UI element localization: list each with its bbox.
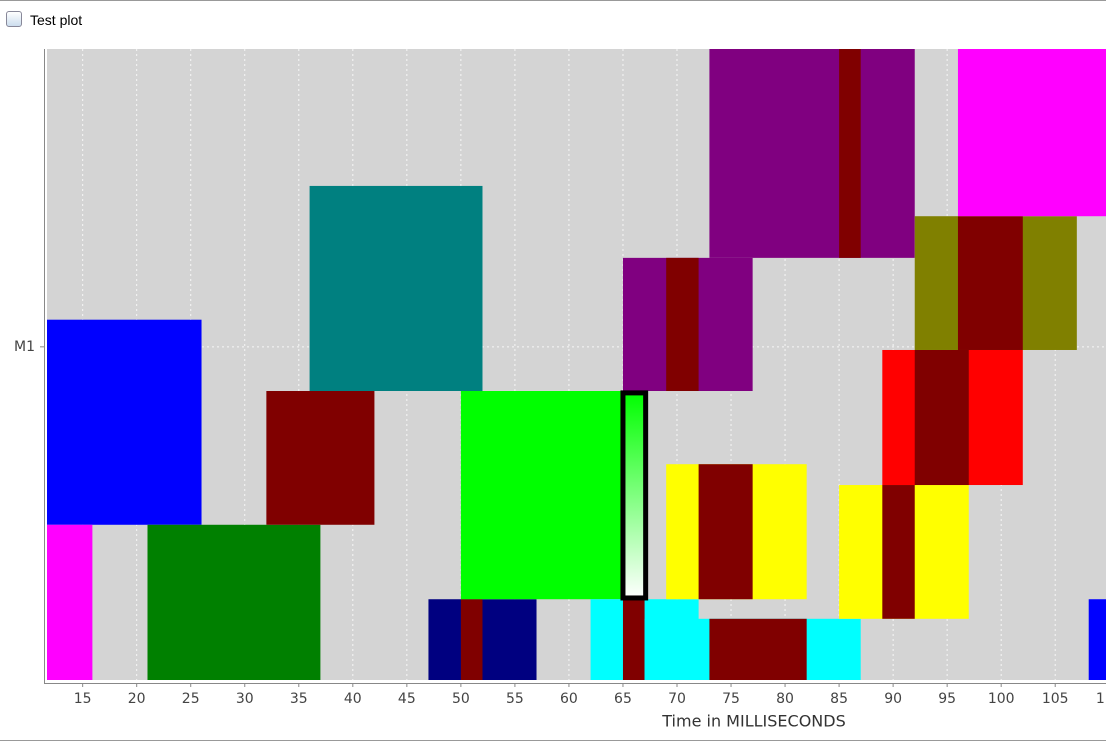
task-bar: [882, 485, 915, 619]
x-tick-label: 65: [614, 691, 632, 707]
task-bar: [460, 391, 623, 600]
x-tick-label: 45: [398, 691, 416, 707]
x-tick-label: 25: [182, 691, 200, 707]
title-bar: Test plot: [0, 0, 1106, 38]
x-tick-label: 75: [722, 691, 740, 707]
task-bar: [47, 524, 93, 680]
x-tick-label: 80: [776, 691, 794, 707]
x-tick-label: 30: [236, 691, 254, 707]
app-icon: [6, 11, 22, 27]
x-axis-label: Time in MILLISECONDS: [661, 712, 845, 731]
y-tick-label: M1: [14, 339, 35, 355]
task-bar: [957, 216, 1023, 350]
x-tick-label: 85: [830, 691, 848, 707]
x-tick-label: 105: [1042, 691, 1069, 707]
x-tick-label: 35: [290, 691, 308, 707]
task-bar: [839, 49, 861, 258]
task-bar: [709, 618, 807, 680]
x-tick-label: 55: [506, 691, 524, 707]
task-bar: [914, 349, 969, 486]
task-bar: [309, 185, 483, 392]
x-tick-label: 70: [668, 691, 686, 707]
window-title: Test plot: [30, 12, 83, 28]
x-tick-label: 90: [884, 691, 902, 707]
x-tick-label: 95: [938, 691, 956, 707]
task-bar: [1088, 599, 1106, 680]
task-bar: [147, 524, 321, 680]
x-tick-label: 110: [1096, 691, 1106, 707]
task-bar: [709, 49, 915, 258]
task-bar: [698, 464, 753, 600]
x-tick-label: 60: [560, 691, 578, 707]
task-bar: [957, 49, 1106, 217]
task-bar: [266, 391, 375, 525]
x-tick-label: 20: [128, 691, 146, 707]
x-tick-label: 100: [988, 691, 1015, 707]
highlighted-task: [620, 390, 649, 601]
x-tick-label: 50: [452, 691, 470, 707]
x-tick-label: 15: [74, 691, 92, 707]
x-tick-label: 40: [344, 691, 362, 707]
task-bar: [460, 599, 483, 680]
task-bar: [47, 319, 202, 525]
task-bar: [666, 257, 699, 392]
task-bar: [622, 599, 645, 680]
